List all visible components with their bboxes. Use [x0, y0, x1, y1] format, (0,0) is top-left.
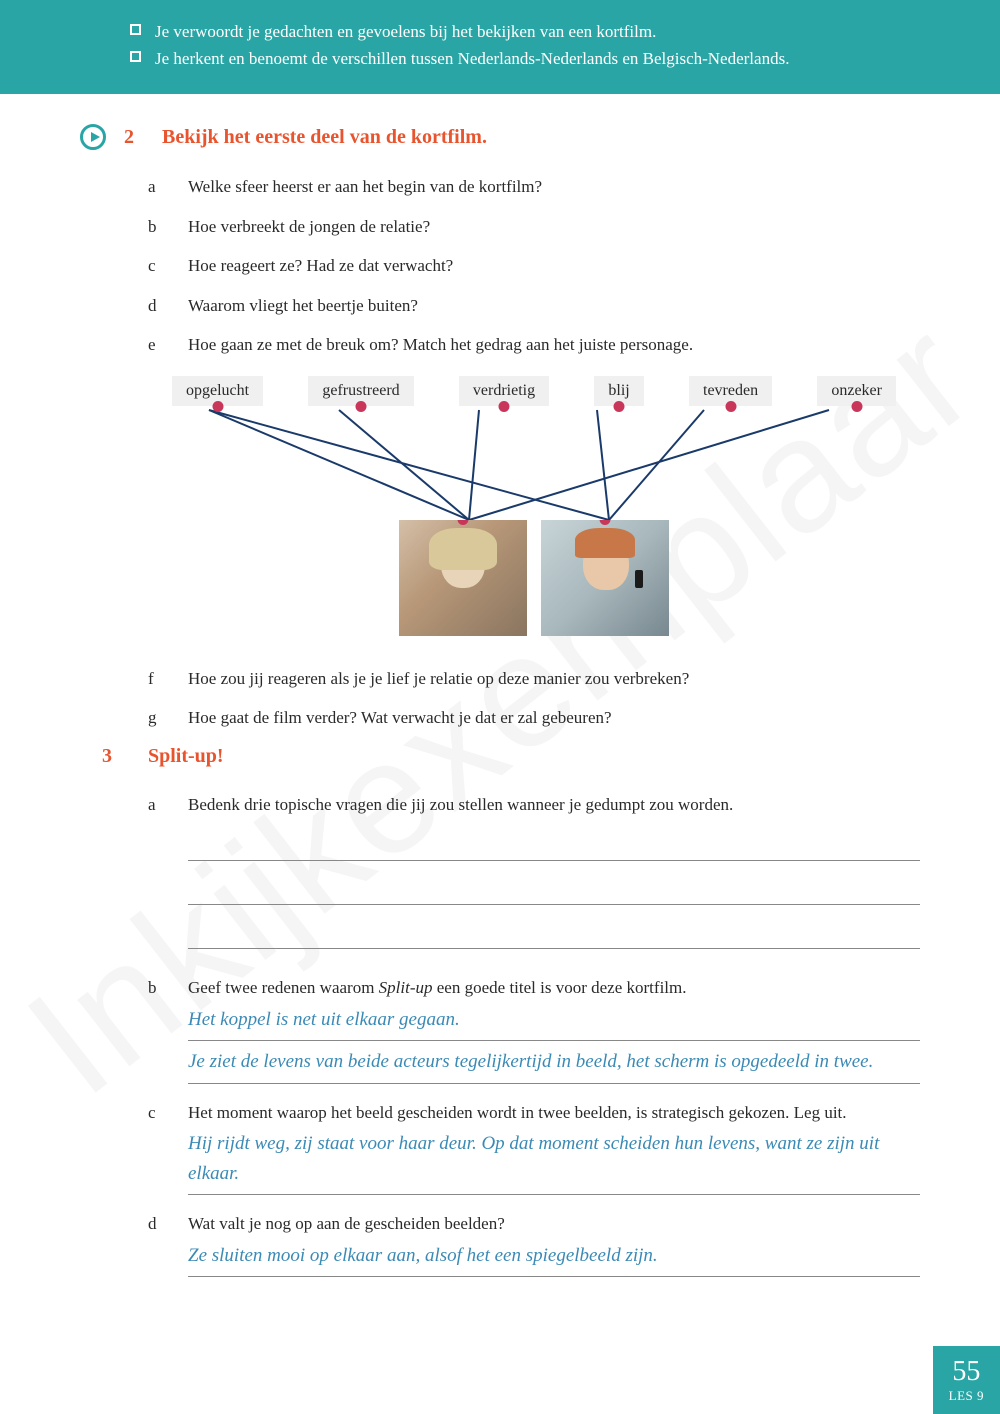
question-row: bHoe verbreekt de jongen de relatie? [148, 214, 920, 240]
blank-line[interactable] [188, 911, 920, 949]
bullet-square-icon [130, 24, 141, 35]
question-row: c Het moment waarop het beeld gescheiden… [148, 1100, 920, 1197]
section-2-heading: 2 Bekijk het eerste deel van de kortfilm… [80, 124, 920, 150]
page-footer: 55 LES 9 [933, 1346, 1000, 1414]
section-2-questions-after: fHoe zou jij reageren als je je lief je … [148, 666, 920, 731]
blank-line[interactable] [188, 867, 920, 905]
question-row: eHoe gaan ze met de breuk om? Match het … [148, 332, 920, 358]
matching-diagram: opgelucht gefrustreerd verdrietig blij t… [148, 376, 920, 636]
objective-text: Je verwoordt je gedachten en gevoelens b… [155, 18, 656, 45]
question-row: a Bedenk drie topische vragen die jij zo… [148, 792, 920, 956]
objective-text: Je herkent en benoemt de verschillen tus… [155, 45, 789, 72]
match-label[interactable]: verdrietig [459, 376, 549, 406]
question-row: cHoe reageert ze? Had ze dat verwacht? [148, 253, 920, 279]
section-title: Split-up! [148, 745, 224, 768]
question-text: Geef twee redenen waarom Split-up een go… [188, 975, 920, 1001]
page-number: 55 [949, 1358, 984, 1386]
play-icon [80, 124, 106, 150]
match-label[interactable]: opgelucht [172, 376, 263, 406]
photo-boy [541, 520, 669, 636]
bullet-square-icon [130, 51, 141, 62]
section-2-questions: aWelke sfeer heerst er aan het begin van… [148, 174, 920, 358]
question-text: Wat valt je nog op aan de gescheiden bee… [188, 1211, 920, 1237]
question-row: gHoe gaat de film verder? Wat verwacht j… [148, 705, 920, 731]
blank-line[interactable] [188, 823, 920, 861]
match-label[interactable]: gefrustreerd [308, 376, 413, 406]
section-number: 3 [102, 745, 122, 768]
section-3-heading: 3 Split-up! [102, 745, 920, 768]
question-text: Bedenk drie topische vragen die jij zou … [188, 792, 920, 818]
question-row: dWaarom vliegt het beertje buiten? [148, 293, 920, 319]
question-row: aWelke sfeer heerst er aan het begin van… [148, 174, 920, 200]
answer-text: Ze sluiten mooi op elkaar aan, alsof het… [188, 1237, 920, 1277]
question-text: Het moment waarop het beeld gescheiden w… [188, 1100, 920, 1126]
match-label[interactable]: tevreden [689, 376, 772, 406]
match-label[interactable]: blij [594, 376, 643, 406]
match-label[interactable]: onzeker [817, 376, 896, 406]
lesson-label: LES 9 [949, 1388, 984, 1404]
section-title: Bekijk het eerste deel van de kortfilm. [162, 126, 487, 149]
section-3-questions: a Bedenk drie topische vragen die jij zo… [148, 792, 920, 1279]
answer-text: Hij rijdt weg, zij staat voor haar deur.… [188, 1125, 920, 1195]
question-row: fHoe zou jij reageren als je je lief je … [148, 666, 920, 692]
answer-text: Je ziet de levens van beide acteurs tege… [188, 1043, 920, 1083]
section-number: 2 [124, 126, 144, 149]
question-row: d Wat valt je nog op aan de gescheiden b… [148, 1211, 920, 1279]
answer-text: Het koppel is net uit elkaar gegaan. [188, 1001, 920, 1041]
question-row: b Geef twee redenen waarom Split-up een … [148, 975, 920, 1085]
photo-girl [399, 520, 527, 636]
learning-objectives-header: Je verwoordt je gedachten en gevoelens b… [0, 0, 1000, 94]
